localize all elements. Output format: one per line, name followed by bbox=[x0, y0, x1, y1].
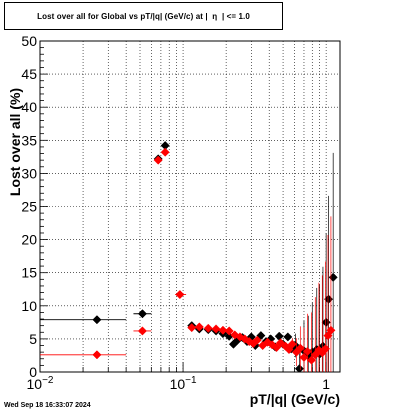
y-tick-label: 45 bbox=[21, 66, 37, 82]
y-tick-label: 40 bbox=[21, 99, 37, 115]
y-tick-label: 5 bbox=[29, 331, 37, 347]
chart-title-box: Lost over all for Global vs pT/|q| (GeV/… bbox=[4, 2, 283, 30]
data-point bbox=[218, 325, 228, 335]
y-axis-label: Lost over all (%) bbox=[7, 87, 23, 197]
data-point bbox=[240, 334, 250, 344]
data-point bbox=[160, 147, 170, 157]
data-point bbox=[283, 332, 293, 342]
y-tick-label: 50 bbox=[21, 33, 37, 49]
data-point bbox=[153, 155, 163, 165]
data-point bbox=[302, 346, 312, 357]
data-point bbox=[92, 315, 102, 325]
x-tick-label: 1 bbox=[322, 376, 330, 392]
data-point bbox=[252, 335, 262, 345]
data-point bbox=[203, 323, 213, 333]
data-point bbox=[137, 326, 147, 336]
data-point bbox=[92, 350, 102, 360]
data-point bbox=[235, 332, 245, 342]
data-point bbox=[274, 331, 284, 341]
data-point bbox=[328, 272, 338, 282]
data-point bbox=[194, 322, 204, 332]
data-point bbox=[299, 352, 309, 362]
y-tick-label: 25 bbox=[21, 199, 37, 215]
series-1 bbox=[40, 147, 336, 372]
data-point bbox=[211, 324, 221, 334]
x-axis-label: pT/|q| (GeV/c) bbox=[249, 391, 340, 407]
data-point bbox=[294, 364, 304, 372]
data-point bbox=[287, 339, 297, 349]
data-point bbox=[295, 343, 305, 353]
y-tick-label: 10 bbox=[21, 298, 37, 314]
y-tick-label: 15 bbox=[21, 265, 37, 281]
data-point bbox=[187, 323, 197, 333]
y-tick-label: 35 bbox=[21, 132, 37, 148]
data-point bbox=[306, 355, 317, 365]
data-point bbox=[175, 289, 185, 300]
y-tick-label: 0 bbox=[29, 364, 37, 380]
y-tick-label: 20 bbox=[21, 232, 37, 248]
timestamp: Wed Sep 18 16:33:07 2024 bbox=[4, 402, 91, 409]
series-0 bbox=[40, 141, 338, 372]
y-tick-label: 30 bbox=[21, 165, 37, 181]
chart-title: Lost over all for Global vs pT/|q| (GeV/… bbox=[37, 11, 250, 21]
data-point bbox=[137, 309, 147, 319]
x-tick-label: 10−2 bbox=[27, 375, 54, 392]
x-tick-label: 10−1 bbox=[170, 375, 197, 392]
data-point bbox=[224, 326, 234, 336]
data-layer bbox=[40, 141, 338, 372]
data-point bbox=[326, 325, 336, 335]
